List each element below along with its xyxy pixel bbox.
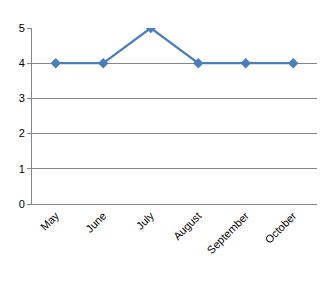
svg-text:June: June [83, 210, 108, 235]
svg-text:September: September [205, 209, 252, 256]
svg-text:May: May [38, 209, 62, 233]
svg-text:4: 4 [19, 57, 25, 69]
svg-text:October: October [262, 209, 298, 245]
svg-text:3: 3 [19, 92, 25, 104]
svg-text:0: 0 [19, 198, 25, 210]
svg-text:August: August [171, 210, 204, 243]
svg-text:5: 5 [19, 22, 25, 34]
svg-text:1: 1 [19, 163, 25, 175]
svg-text:July: July [134, 209, 157, 232]
svg-text:2: 2 [19, 127, 25, 139]
